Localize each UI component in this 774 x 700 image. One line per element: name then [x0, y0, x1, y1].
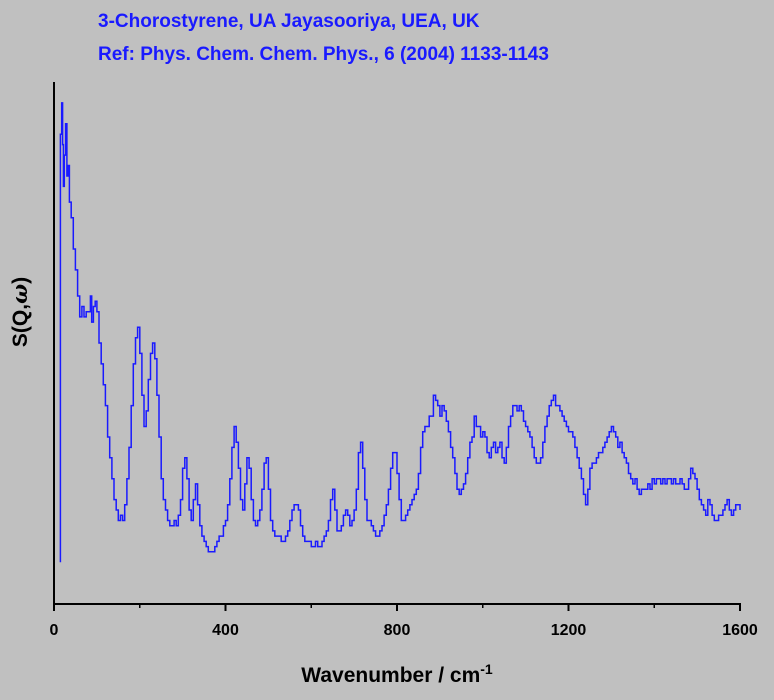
y-axis-title: S(Q,ω)	[7, 277, 32, 347]
x-axis-title-superscript: -1	[480, 661, 493, 677]
y-axis-title-prefix: S(Q,	[9, 304, 32, 347]
axes: 0 400 800 1200 1600	[50, 82, 758, 639]
x-tick-label: 1200	[551, 622, 587, 639]
plot-area	[59, 102, 741, 563]
x-tick-label: 400	[212, 622, 239, 639]
x-tick-label: 1600	[722, 622, 758, 639]
x-tick-label: 800	[384, 622, 411, 639]
y-axis-title-suffix: )	[9, 277, 32, 284]
chart-title-line-2: Ref: Phys. Chem. Chem. Phys., 6 (2004) 1…	[98, 44, 549, 65]
spectrum-line-0	[59, 102, 741, 563]
x-axis-title: Wavenumber / cm-1	[301, 661, 493, 687]
chart-title-line-1: 3-Chorostyrene, UA Jayasooriya, UEA, UK	[98, 11, 480, 32]
y-axis-title-symbol: ω	[7, 284, 32, 304]
x-tick-label: 0	[50, 622, 59, 639]
x-axis-title-text: Wavenumber / cm	[301, 664, 480, 687]
